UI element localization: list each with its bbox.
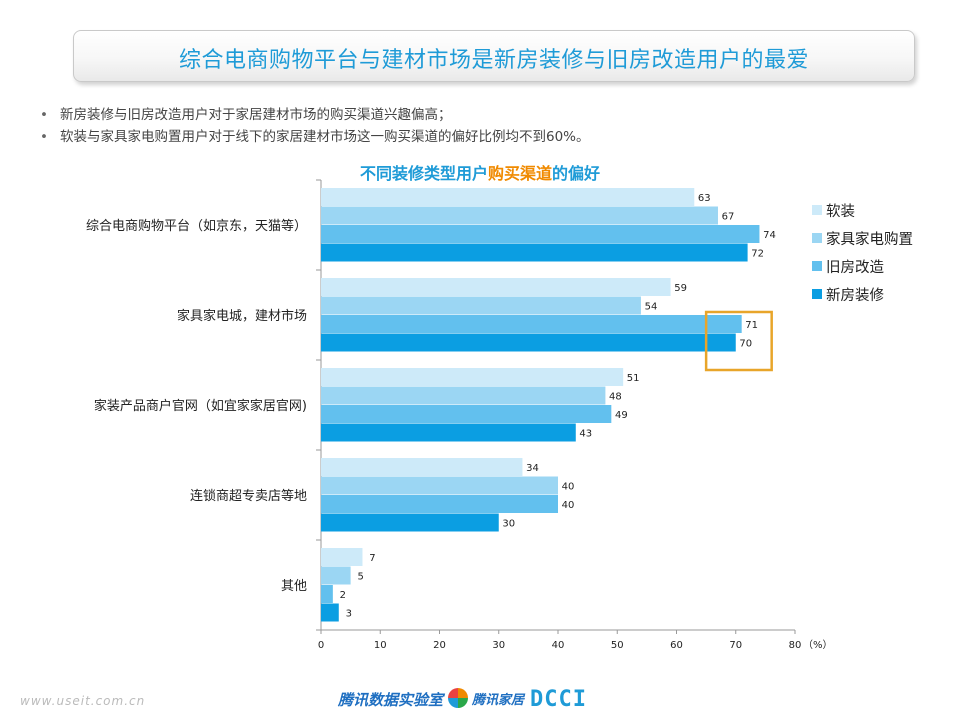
chart-title-part1: 不同装修类型用户 bbox=[359, 164, 488, 183]
bar bbox=[321, 458, 523, 476]
data-label: 3 bbox=[346, 608, 352, 619]
bullet-text: 新房装修与旧房改造用户对于家居建材市场的购买渠道兴趣偏高； bbox=[60, 107, 452, 123]
bar bbox=[321, 206, 718, 225]
category-label: 家装产品商户官网（如宜家家居官网) bbox=[94, 398, 307, 414]
data-label: 67 bbox=[722, 211, 735, 222]
category-label: 综合电商购物平台（如京东，天猫等） bbox=[86, 218, 307, 234]
tencent-data-lab-logo: 腾讯数据实验室 bbox=[338, 691, 444, 709]
data-label: 51 bbox=[627, 373, 640, 384]
bar bbox=[321, 225, 760, 243]
data-label: 2 bbox=[340, 590, 346, 601]
bar bbox=[321, 315, 742, 333]
legend-swatch bbox=[812, 205, 822, 215]
x-tick-label: 70 bbox=[729, 640, 742, 651]
x-tick-label: 40 bbox=[552, 640, 565, 651]
bullet-item: • 新房装修与旧房改造用户对于家居建材市场的购买渠道兴趣偏高； bbox=[40, 107, 452, 123]
bullet-text: 软装与家具家电购置用户对于线下的家居建材市场这一购买渠道的偏好比例均不到60%。 bbox=[60, 129, 590, 145]
tencent-home-logo-icon bbox=[448, 688, 468, 708]
bullet-list: • 新房装修与旧房改造用户对于家居建材市场的购买渠道兴趣偏高； • 软装与家具家电购… bbox=[40, 104, 590, 148]
highlight-box bbox=[704, 310, 773, 372]
chart-title-part2: 购买渠道 bbox=[487, 164, 552, 183]
legend-label: 软装 bbox=[826, 203, 855, 220]
bar bbox=[321, 278, 671, 296]
x-tick-label: 60 bbox=[670, 640, 683, 651]
bar bbox=[321, 333, 736, 352]
x-tick-label: 20 bbox=[433, 640, 446, 651]
category-label: 连锁商超专卖店等地 bbox=[190, 488, 307, 504]
bar bbox=[321, 476, 558, 495]
data-label: 72 bbox=[751, 248, 764, 259]
tencent-home-logo-text: 腾讯家居 bbox=[472, 692, 525, 708]
footer-url: www.useit.com.cn bbox=[20, 694, 146, 708]
bar bbox=[321, 495, 558, 513]
data-label: 70 bbox=[739, 338, 752, 349]
data-label: 7 bbox=[369, 553, 375, 564]
legend-swatch bbox=[812, 289, 822, 299]
bullet-item: • 软装与家具家电购置用户对于线下的家居建材市场这一购买渠道的偏好比例均不到60%… bbox=[40, 129, 590, 145]
bar bbox=[321, 368, 624, 386]
bar bbox=[321, 243, 748, 262]
data-label: 34 bbox=[526, 463, 539, 474]
title-banner: 综合电商购物平台与建材市场是新房装修与旧房改造用户的最爱 bbox=[73, 30, 915, 82]
x-tick-label: 80 bbox=[789, 640, 802, 651]
bar bbox=[321, 405, 612, 423]
data-label: 63 bbox=[698, 193, 711, 204]
data-label: 54 bbox=[645, 301, 658, 312]
dcci-logo: DCCI bbox=[530, 687, 587, 712]
page-title: 综合电商购物平台与建材市场是新房装修与旧房改造用户的最爱 bbox=[178, 48, 809, 73]
data-label: 43 bbox=[579, 428, 592, 439]
bar bbox=[321, 566, 351, 585]
bar bbox=[321, 423, 576, 442]
bar bbox=[321, 296, 641, 315]
tencent-home-logo: 腾讯家居 bbox=[448, 688, 524, 708]
legend-label: 新房装修 bbox=[826, 287, 884, 304]
data-label: 48 bbox=[609, 391, 622, 402]
bar bbox=[321, 548, 363, 566]
chart-title-part3: 的偏好 bbox=[552, 164, 601, 183]
data-label: 40 bbox=[562, 500, 575, 511]
data-label: 40 bbox=[562, 481, 575, 492]
data-label: 59 bbox=[674, 283, 687, 294]
category-label: 家具家电城，建材市场 bbox=[177, 308, 307, 324]
data-label: 74 bbox=[763, 230, 776, 241]
legend-label: 旧房改造 bbox=[826, 259, 884, 276]
data-label: 5 bbox=[357, 571, 363, 582]
chart-title: 不同装修类型用户购买渠道的偏好 bbox=[0, 160, 960, 184]
x-tick-label: 50 bbox=[611, 640, 624, 651]
data-label: 49 bbox=[615, 410, 628, 421]
data-label: 30 bbox=[502, 518, 515, 529]
bar bbox=[321, 603, 339, 622]
x-tick-label: 0 bbox=[318, 640, 324, 651]
legend-label: 家具家电购置 bbox=[826, 231, 913, 248]
x-tick-label: 30 bbox=[492, 640, 505, 651]
x-tick-label: 10 bbox=[374, 640, 387, 651]
bar bbox=[321, 513, 499, 532]
category-label: 其他 bbox=[281, 579, 307, 594]
bar bbox=[321, 386, 606, 405]
data-label: 71 bbox=[745, 320, 758, 331]
x-unit-label: （%） bbox=[803, 639, 833, 651]
legend-swatch bbox=[812, 261, 822, 271]
legend-swatch bbox=[812, 233, 822, 243]
bar bbox=[321, 188, 695, 206]
bar bbox=[321, 585, 333, 603]
